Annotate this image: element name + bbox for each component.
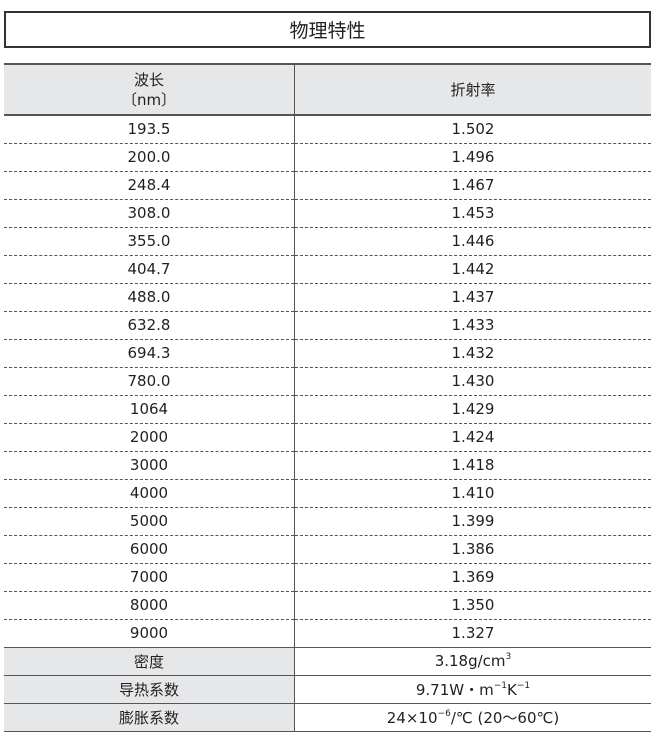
table-row: 1064 1.429: [4, 395, 651, 423]
refractive-index-cell: 1.350: [451, 596, 495, 614]
wavelength-cell: 9000: [4, 619, 295, 647]
refractive-index-cell: 1.437: [451, 288, 495, 306]
refractive-index-cell: 1.386: [451, 540, 495, 558]
table-header: 波长 〔nm〕 折射率: [4, 64, 651, 115]
wavelength-cell: 248.4: [4, 171, 295, 199]
table-row: 632.8 1.433: [4, 311, 651, 339]
wavelength-cell: 200.0: [4, 143, 295, 171]
header-wavelength: 波长 〔nm〕: [4, 64, 295, 115]
table-row: 193.5 1.502: [4, 115, 651, 143]
property-label: 膨胀系数: [4, 703, 295, 731]
table-row: 8000 1.350: [4, 591, 651, 619]
wavelength-cell: 404.7: [4, 255, 295, 283]
superscript: −1: [516, 680, 531, 691]
refractive-index-cell: 1.442: [451, 260, 495, 278]
wavelength-cell: 632.8: [4, 311, 295, 339]
refractive-index-cell: 1.496: [451, 148, 495, 166]
superscript: −1: [493, 680, 507, 691]
property-value: 3.18g/cm3: [295, 647, 652, 675]
property-row: 导热系数 9.71W・m−1K−1: [4, 675, 651, 703]
wavelength-cell: 355.0: [4, 227, 295, 255]
property-row: 膨胀系数 24×10−6/℃ (20～60℃): [4, 703, 651, 731]
superscript: −6: [437, 708, 451, 719]
refractive-index-cell: 1.429: [451, 400, 495, 418]
refractive-index-cell: 1.327: [451, 624, 495, 642]
wavelength-cell: 193.5: [4, 115, 295, 143]
wavelength-cell: 1064: [4, 395, 295, 423]
refractive-index-cell: 1.502: [451, 120, 495, 139]
refractive-index-cell: 1.424: [451, 428, 495, 446]
wavelength-cell: 780.0: [4, 367, 295, 395]
wavelength-cell: 6000: [4, 535, 295, 563]
value-text: /℃ (20～60℃): [450, 708, 560, 727]
refractive-index-cell: 1.453: [451, 204, 495, 222]
property-value: 24×10−6/℃ (20～60℃): [295, 703, 652, 731]
table-row: 355.0 1.446: [4, 227, 651, 255]
table-row: 308.0 1.453: [4, 199, 651, 227]
table-row: 248.4 1.467: [4, 171, 651, 199]
value-text: K: [507, 680, 517, 699]
refractive-index-cell: 1.467: [451, 176, 495, 194]
wavelength-unit: 〔nm〕: [121, 90, 177, 109]
value-text: 24×10: [386, 708, 438, 727]
refractive-index-cell: 1.399: [451, 512, 495, 530]
refractive-index-cell: 1.410: [451, 484, 495, 502]
property-value: 9.71W・m−1K−1: [295, 675, 652, 703]
wavelength-cell: 7000: [4, 563, 295, 591]
superscript: 3: [505, 652, 512, 662]
refractive-index-cell: 1.433: [451, 316, 495, 334]
table-row: 780.0 1.430: [4, 367, 651, 395]
wavelength-cell: 4000: [4, 479, 295, 507]
table-row: 404.7 1.442: [4, 255, 651, 283]
table-row: 2000 1.424: [4, 423, 651, 451]
wavelength-cell: 488.0: [4, 283, 295, 311]
header-refractive-index: 折射率: [450, 80, 496, 99]
wavelength-cell: 8000: [4, 591, 295, 619]
table-row: 200.0 1.496: [4, 143, 651, 171]
table-row: 4000 1.410: [4, 479, 651, 507]
table-row: 488.0 1.437: [4, 283, 651, 311]
wavelength-cell: 2000: [4, 423, 295, 451]
refractive-index-cell: 1.418: [451, 456, 495, 474]
wavelength-cell: 5000: [4, 507, 295, 535]
table-row: 5000 1.399: [4, 507, 651, 535]
wavelength-cell: 308.0: [4, 199, 295, 227]
section-title: 物理特性: [4, 11, 651, 48]
physical-properties-table: 波长 〔nm〕 折射率 193.5 1.502 200.0 1.496 248.4 1.46…: [4, 63, 651, 732]
property-label: 导热系数: [4, 675, 295, 703]
wavelength-cell: 694.3: [4, 339, 295, 367]
refractive-index-cell: 1.430: [451, 372, 495, 390]
table-row: 6000 1.386: [4, 535, 651, 563]
refractive-index-cell: 1.432: [451, 344, 495, 362]
table-row: 694.3 1.432: [4, 339, 651, 367]
wavelength-cell: 3000: [4, 451, 295, 479]
table-row: 3000 1.418: [4, 451, 651, 479]
refractive-index-cell: 1.446: [451, 232, 495, 250]
table-row: 7000 1.369: [4, 563, 651, 591]
wavelength-label: 波长: [133, 70, 164, 89]
property-row: 密度 3.18g/cm3: [4, 647, 651, 675]
refractive-index-cell: 1.369: [451, 568, 495, 586]
value-text: 3.18g/cm: [434, 652, 506, 670]
value-text: 9.71W・m: [415, 680, 494, 699]
property-label: 密度: [4, 647, 295, 675]
table-row: 9000 1.327: [4, 619, 651, 647]
